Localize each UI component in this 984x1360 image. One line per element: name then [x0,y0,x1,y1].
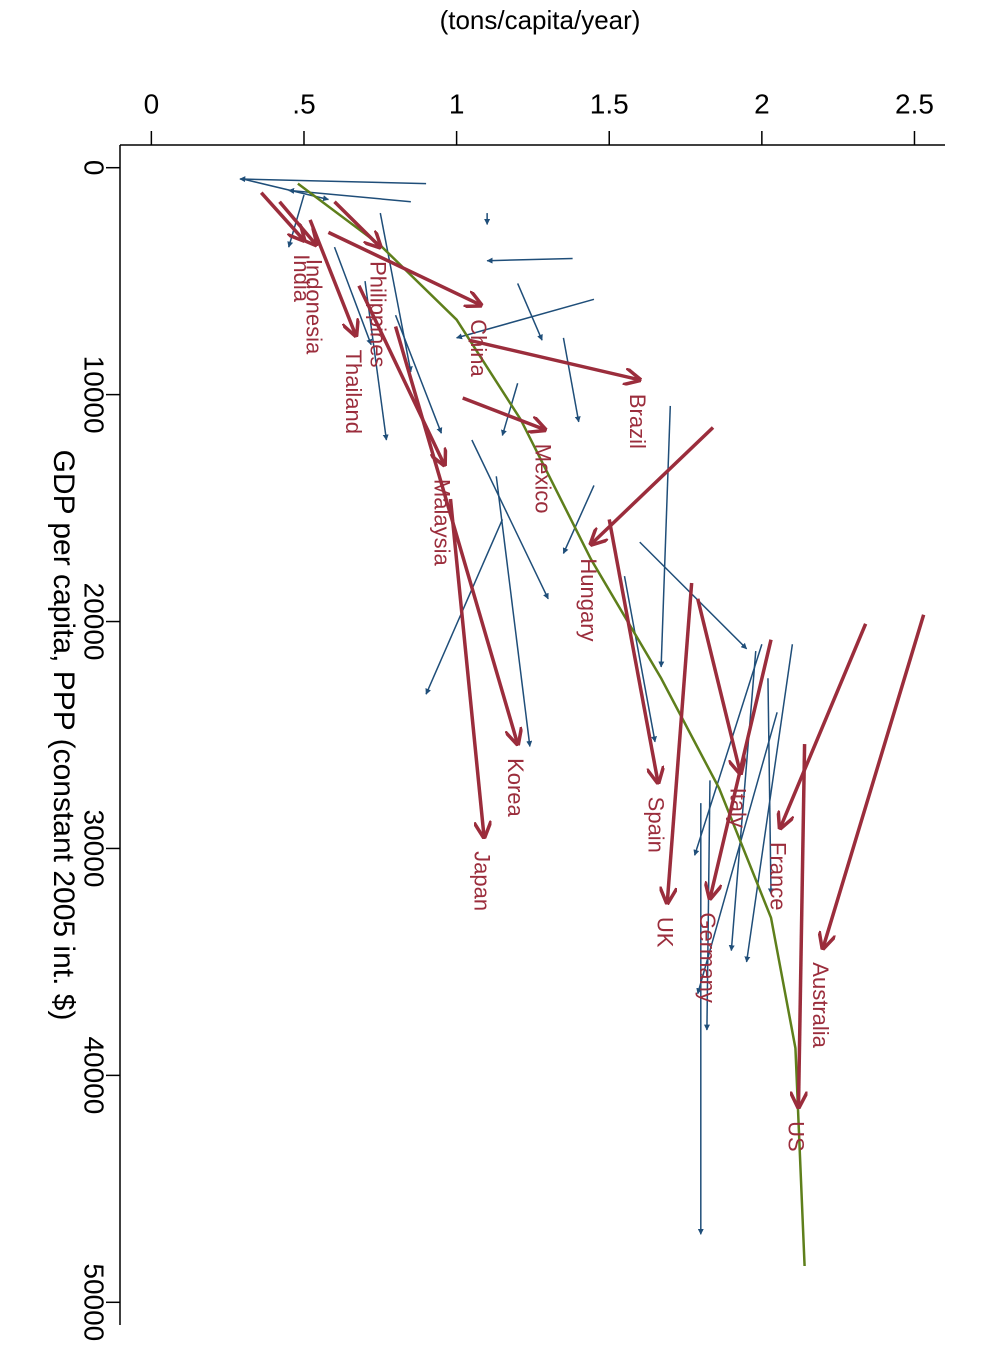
y-tick-label: 10000 [79,356,110,434]
x-tick-label: 2 [754,88,770,119]
country-label: Germany [695,912,720,1002]
country-arrow [780,623,868,828]
country-label: France [765,842,790,910]
other-arrow [516,283,543,341]
other-arrow [562,337,581,423]
country-label: Japan [469,851,494,911]
country-label: Mexico [530,444,555,514]
country-arrow [278,200,317,245]
y-tick-label: 50000 [79,1263,110,1341]
other-arrow [486,257,573,264]
x-tick-label: 1.5 [590,88,629,119]
y-tick-label: 40000 [79,1036,110,1114]
chart-title: (tons/capita/year) [440,5,641,35]
other-arrow [658,405,672,668]
y-tick-label: 0 [79,160,110,176]
other-arrow [471,439,549,600]
country-label: Philippines [365,261,390,367]
country-arrow [462,396,545,430]
other-arrow [728,650,757,952]
other-arrow [767,678,774,895]
other-arrow [562,485,595,555]
other-arrow [495,476,533,747]
country-label: Thailand [341,350,366,434]
country-arrow [333,200,381,247]
country-label: Italy [726,788,751,828]
country-arrow [798,744,804,1107]
country-label: Australia [808,962,833,1048]
other-arrow [379,212,413,373]
country-label: India [289,254,314,302]
other-arrow [333,246,373,346]
x-tick-label: 0 [144,88,160,119]
x-tick-label: 2.5 [895,88,934,119]
country-label: Brazil [625,394,650,449]
country-label: Hungary [576,558,601,641]
x-tick-label: 1 [449,88,465,119]
other-arrow [456,298,595,340]
country-arrow [823,614,926,949]
country-label: Korea [503,758,528,817]
country-arrow [259,191,304,241]
country-arrow [696,598,741,774]
x-tick-label: .5 [292,88,315,119]
country-arrow [468,338,640,380]
other-arrow [703,780,711,1031]
y-tick-label: 30000 [79,810,110,888]
country-arrow [357,284,444,465]
y-tick-label: 20000 [79,583,110,661]
country-arrow [327,230,481,305]
country-label: Spain [643,797,668,853]
other-arrow [623,576,657,743]
y-axis-label: GDP per capita, PPP (constant 2005 int. … [47,450,80,1021]
country-label: UK [652,917,677,948]
other-arrow [639,541,748,650]
country-arrow [308,219,356,336]
other-arrow [696,712,778,995]
country-arrow [667,582,694,903]
content: 0 .5 1 1.5 2 2.5 0 10000 20000 30000 40000 50000 Ind… [79,88,934,1341]
other-arrow [501,383,519,437]
country-label: Malaysia [430,479,455,567]
plot-area [120,145,945,1325]
country-label: Indonesia [301,259,326,355]
other-arrow [425,519,504,695]
country-arrow [393,326,518,745]
country-arrow [448,498,485,837]
other-arrow [239,176,427,185]
other-arrow [693,644,763,856]
country-arrow [607,519,658,782]
country-label: China [466,319,491,377]
country-label: US [784,1121,809,1152]
